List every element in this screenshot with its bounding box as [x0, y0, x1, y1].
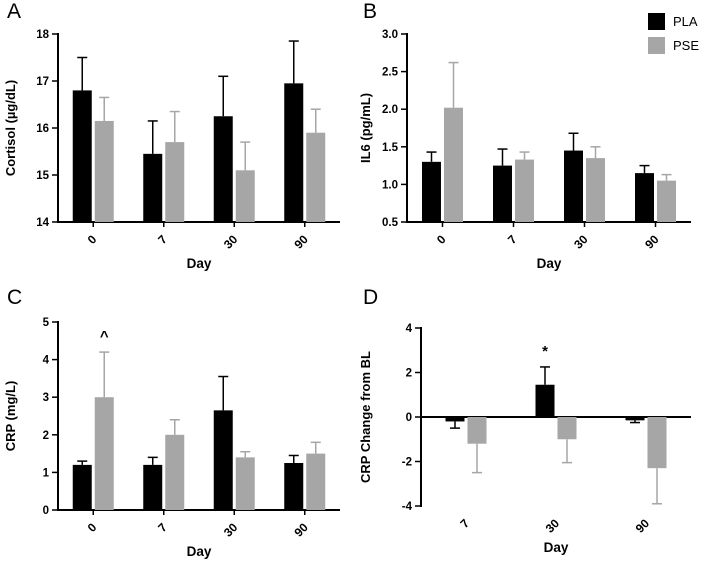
y-tick-label: 3: [43, 392, 49, 404]
x-tick-label: 30: [543, 516, 563, 536]
bar-pla-day0: [72, 90, 92, 223]
x-tick-label: 0: [434, 232, 449, 247]
y-tick-label: 2.5: [382, 67, 399, 79]
panel-label-a: A: [7, 0, 22, 23]
y-tick-label: 1: [43, 467, 50, 479]
bar-pse-day90: [647, 417, 667, 469]
y-tick-label: 14: [36, 217, 49, 229]
bar-pse-day30: [557, 417, 577, 440]
x-axis-title: Day: [187, 544, 212, 559]
x-tick-label: 7: [155, 232, 170, 247]
y-tick-label: 0: [43, 505, 49, 517]
y-tick-label: 18: [36, 29, 49, 41]
bar-pse-day30: [235, 457, 255, 510]
x-axis-title: Day: [187, 256, 212, 271]
bar-pla-day30: [564, 150, 583, 222]
panel-label-d: D: [363, 286, 379, 309]
bar-pse-day0: [94, 120, 114, 222]
bar-pla-day7: [143, 464, 163, 510]
y-tick-label: 5: [43, 317, 50, 329]
bar-pla-day7: [445, 417, 465, 422]
y-tick-label: 2: [43, 430, 49, 442]
x-tick-label: 90: [633, 516, 653, 536]
bar-pse-day90: [657, 180, 676, 222]
y-tick-label: 16: [36, 123, 49, 135]
y-tick-label: 1.0: [382, 179, 398, 191]
y-tick-label: 3.0: [382, 29, 398, 41]
y-axis-title: CRP (mg/L): [3, 381, 18, 452]
bar-pla-day90: [284, 463, 304, 510]
x-tick-label: 30: [571, 232, 591, 252]
x-tick-label: 90: [292, 232, 312, 252]
bar-pse-day90: [306, 132, 326, 222]
y-axis-title: IL6 (pg/mL): [358, 93, 373, 163]
bar-pla-day0: [422, 161, 441, 222]
y-tick-label: 2.0: [382, 104, 398, 116]
x-tick-label: 7: [457, 516, 472, 531]
x-tick-label: 90: [292, 520, 312, 540]
x-axis-title: Day: [537, 256, 562, 271]
y-tick-label: 4: [43, 355, 50, 367]
y-tick-label: 1.5: [382, 142, 399, 154]
crp-change-bar-chart: -4 -2 0 2 4 7 30 90 Day CRP Change from BL *: [358, 323, 691, 555]
pla-color-swatch: [647, 13, 665, 30]
legend-label-pse: PSE: [672, 38, 699, 53]
y-tick-label: 17: [36, 76, 49, 88]
y-tick-label: -4: [402, 501, 413, 513]
y-tick-label: 0.5: [382, 217, 399, 229]
bar-pse-day0: [444, 107, 463, 222]
y-tick-label: -2: [402, 457, 412, 469]
bar-pla-day0: [72, 464, 92, 510]
bar-pla-day30: [213, 116, 233, 222]
bar-pla-day90: [284, 83, 304, 222]
il6-bar-chart: 0.5 1.0 1.5 2.0 2.5 3.0 0 7 30 90 Day IL6 (pg/mL): [358, 29, 691, 271]
legend-label-pla: PLA: [672, 14, 698, 29]
x-tick-label: 30: [221, 520, 241, 540]
cortisol-bar-chart: 14 15 16 17 18 0 7 30 90 Day Cortisol (µg/dL): [3, 29, 340, 271]
legend-item-pse: PSE: [647, 37, 699, 54]
bar-pse-day7: [165, 142, 185, 222]
y-axis-title: CRP Change from BL: [358, 351, 373, 483]
bar-pse-day90: [306, 453, 326, 510]
bar-pla-day30: [535, 384, 555, 417]
x-axis-title: Day: [544, 540, 569, 555]
bar-pla-day90: [635, 173, 654, 222]
bar-pse-day30: [586, 158, 605, 222]
bar-pla-day7: [493, 165, 512, 222]
bar-pse-day0: [94, 397, 114, 510]
bar-pla-day7: [143, 153, 163, 222]
bar-pse-day7: [467, 417, 487, 444]
x-tick-label: 7: [505, 232, 520, 247]
significance-marker-asterisk: *: [542, 343, 548, 360]
y-tick-label: 15: [36, 170, 49, 182]
panel-label-c: C: [7, 286, 23, 309]
significance-marker-caret: ^: [100, 328, 109, 345]
x-tick-label: 0: [85, 520, 100, 535]
panel-label-b: B: [363, 0, 378, 23]
bar-pla-day30: [213, 410, 233, 510]
y-axis-title: Cortisol (µg/dL): [3, 80, 18, 176]
legend-item-pla: PLA: [647, 13, 699, 30]
bar-pse-day30: [235, 170, 255, 222]
y-tick-label: 4: [406, 323, 413, 335]
legend: PLA PSE: [647, 13, 699, 54]
bar-pla-day90: [625, 417, 645, 421]
y-tick-label: 0: [406, 412, 412, 424]
y-tick-label: 2: [406, 368, 412, 380]
crp-bar-chart: 0 1 2 3 4 5 0 7 30 90 Day CRP (mg/L) ^: [3, 317, 340, 559]
pse-color-swatch: [647, 37, 665, 54]
bar-pse-day7: [515, 159, 534, 222]
x-tick-label: 30: [221, 232, 241, 252]
x-tick-label: 7: [155, 520, 170, 535]
x-tick-label: 90: [642, 232, 662, 252]
bar-pse-day7: [165, 434, 185, 510]
x-tick-label: 0: [85, 232, 100, 247]
